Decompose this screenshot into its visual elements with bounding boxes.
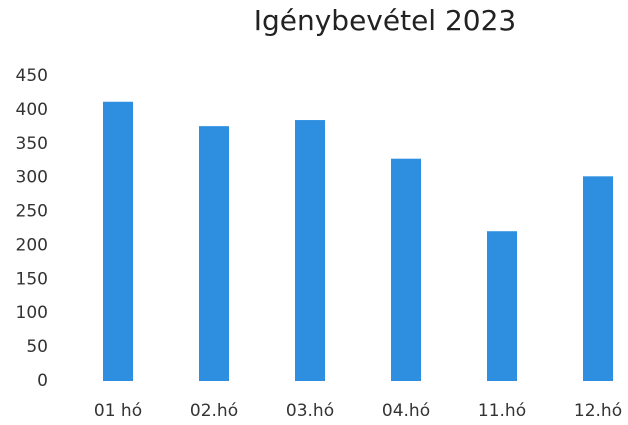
bar	[199, 126, 229, 382]
y-tick-label: 250	[16, 202, 48, 222]
y-tick-label: 300	[16, 168, 48, 188]
y-tick-label: 100	[16, 303, 48, 323]
y-tick-label: 400	[16, 100, 48, 120]
bar	[391, 158, 421, 381]
bar	[295, 120, 325, 382]
bar	[583, 176, 613, 381]
x-tick-label: 01 hó	[94, 401, 142, 421]
x-tick-label: 04.hó	[382, 401, 430, 421]
bar	[487, 231, 517, 381]
y-tick-label: 150	[16, 269, 48, 289]
y-tick-label: 350	[16, 134, 48, 154]
y-tick-label: 200	[16, 235, 48, 255]
x-tick-label: 02.hó	[190, 401, 238, 421]
y-tick-label: 0	[37, 371, 48, 391]
y-tick-label: 450	[16, 66, 48, 86]
bar	[103, 101, 133, 381]
x-tick-label: 03.hó	[286, 401, 334, 421]
chart-title: Igénybevétel 2023	[254, 4, 517, 37]
y-tick-label: 50	[26, 337, 48, 357]
x-tick-label: 11.hó	[478, 401, 526, 421]
x-tick-label: 12.hó	[574, 401, 622, 421]
